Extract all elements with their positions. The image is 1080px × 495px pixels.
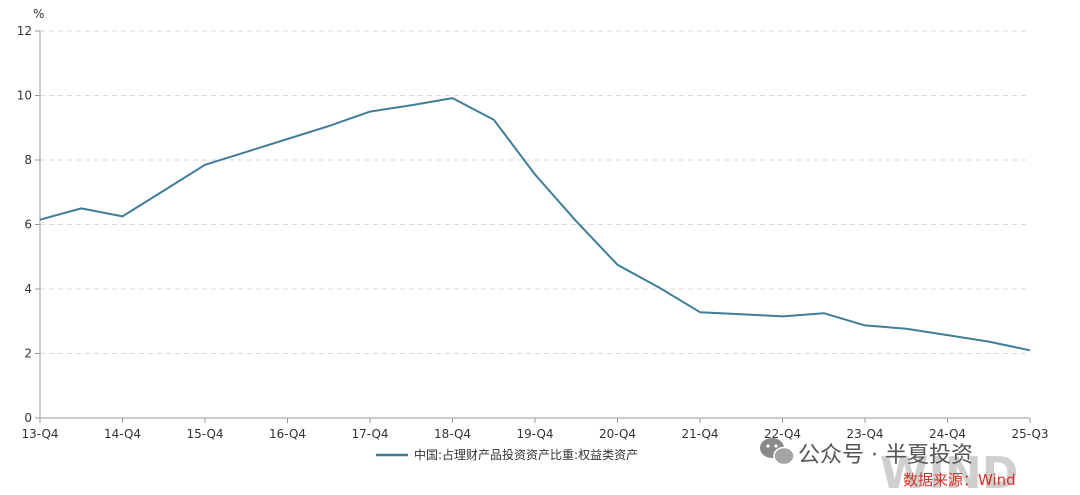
- x-tick-label: 23-Q4: [846, 427, 883, 441]
- x-tick-label: 20-Q4: [599, 427, 636, 441]
- y-tick-label: 12: [17, 24, 32, 38]
- wechat-icon: [760, 438, 795, 466]
- axis-layer: [35, 30, 1031, 423]
- y-unit-label: %: [33, 7, 44, 21]
- y-tick-label: 2: [24, 347, 32, 361]
- x-tick-label: 19-Q4: [516, 427, 553, 441]
- x-tick-label: 18-Q4: [434, 427, 471, 441]
- y-tick-label: 10: [17, 89, 32, 103]
- x-tick-label: 17-Q4: [351, 427, 388, 441]
- x-tick-label: 25-Q3: [1011, 427, 1048, 441]
- series-line: [39, 97, 1031, 352]
- y-tick-label: 6: [24, 218, 32, 232]
- watermark-text: 公众号 · 半夏投资: [798, 443, 973, 468]
- x-tick-label: 14-Q4: [104, 427, 141, 441]
- y-tick-label: 4: [24, 282, 32, 296]
- y-tick-label: 0: [24, 411, 32, 425]
- data-source-label: 数据来源：Wind: [903, 471, 1016, 489]
- x-tick-label: 22-Q4: [764, 427, 801, 441]
- series-layer: [39, 97, 1031, 352]
- x-tick-label: 13-Q4: [21, 427, 58, 441]
- watermark: WIND 公众号 · 半夏投资: [760, 438, 1018, 495]
- y-tick-label: 8: [24, 153, 32, 167]
- x-tick-label: 24-Q4: [929, 427, 966, 441]
- x-tick-label: 21-Q4: [681, 427, 718, 441]
- grid-layer: [40, 30, 1030, 354]
- x-tick-label: 16-Q4: [269, 427, 306, 441]
- x-tick-label: 15-Q4: [186, 427, 223, 441]
- legend: 中国:占理财产品投资资产比重:权益类资产: [376, 447, 638, 462]
- legend-label: 中国:占理财产品投资资产比重:权益类资产: [414, 447, 638, 462]
- watermark-logo: WIND: [880, 448, 1018, 495]
- label-layer: 0 2 4 6 8 10 12 13-Q4 14-Q4 15-Q4 16-Q4 17-Q4 18-Q4 1…: [17, 24, 1049, 441]
